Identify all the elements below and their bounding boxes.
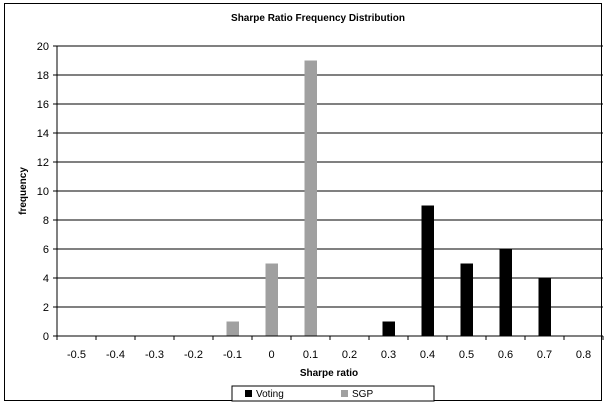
x-tick-label: -0.4 (106, 349, 125, 361)
y-tick-label: 6 (43, 244, 49, 256)
bar-voting-0.3 (382, 321, 395, 336)
chart-title: Sharpe Ratio Frequency Distribution (231, 13, 405, 24)
legend-swatch-voting (245, 390, 252, 397)
bar-voting-0.4 (421, 205, 434, 336)
x-tick-label: -0.5 (67, 349, 86, 361)
bar-voting-0.6 (499, 249, 512, 336)
x-tick-label: 0 (268, 349, 274, 361)
gridlines (57, 45, 603, 308)
x-tick-label: 0.2 (342, 349, 357, 361)
y-tick-label: 10 (37, 186, 49, 198)
y-tick-label: 18 (37, 70, 49, 82)
x-tick-label: 0.8 (576, 349, 591, 361)
x-tick-label: -0.3 (145, 349, 164, 361)
x-tick-label: 0.4 (420, 349, 435, 361)
bar-voting-0.7 (538, 278, 551, 336)
y-tick-label: 16 (37, 99, 49, 111)
x-tick-label: 0.5 (459, 349, 474, 361)
y-tick-labels: 0 2 4 6 8 10 12 14 16 18 20 (37, 41, 49, 343)
y-tick-label: 2 (43, 302, 49, 314)
bars (226, 60, 551, 336)
y-tick-label: 14 (37, 128, 49, 140)
x-tick-labels: -0.5 -0.4 -0.3 -0.2 -0.1 0 0.1 0.2 0.3 0.4 0.5 0.6 0… (67, 349, 591, 361)
y-tick-label: 0 (43, 331, 49, 343)
y-tick-label: 8 (43, 215, 49, 227)
x-tick-label: -0.2 (184, 349, 203, 361)
x-tick-label: 0.1 (303, 349, 318, 361)
bar-sgp-0 (265, 263, 278, 336)
x-axis-label: Sharpe ratio (300, 368, 358, 379)
y-tick-label: 12 (37, 157, 49, 169)
y-tick-label: 4 (43, 273, 49, 285)
bar-sgp-0.1 (304, 60, 317, 336)
x-tick-label: 0.6 (498, 349, 513, 361)
legend-label-voting: Voting (256, 389, 284, 400)
y-tick-label: 20 (37, 41, 49, 53)
axes (53, 45, 604, 340)
legend: Voting SGP (231, 385, 435, 402)
legend-label-sgp: SGP (352, 389, 373, 400)
legend-box (231, 385, 435, 402)
legend-swatch-sgp (341, 390, 348, 397)
bar-sgp--0.1 (226, 321, 239, 336)
y-axis-label: frequency (18, 167, 29, 215)
x-tick-label: 0.7 (537, 349, 552, 361)
x-tick-label: -0.1 (223, 349, 242, 361)
bar-voting-0.5 (460, 263, 473, 336)
x-tick-label: 0.3 (381, 349, 396, 361)
